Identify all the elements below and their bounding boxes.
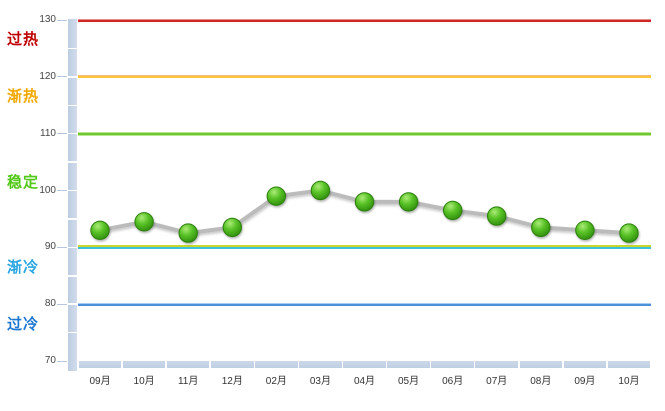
zone-label: 稳定 [7,173,40,191]
threshold-line-90 [78,245,651,250]
x-axis-band-segment [563,361,607,368]
x-tick-label: 03月 [309,376,331,387]
x-axis-band-segment [166,361,210,368]
y-axis-band-separator [68,47,77,50]
x-axis-band-segment [475,361,518,368]
x-axis-band-segment [607,361,651,368]
x-tick-label: 08月 [530,376,552,387]
y-axis-band-separator [68,132,77,135]
y-axis-band-separator [68,275,77,277]
y-tick-label: 80 [44,298,56,310]
x-axis-band-segment [343,361,386,368]
y-tick-mark [57,303,67,305]
threshold-line-120 [78,75,651,79]
y-tick-mark [57,19,67,21]
x-axis-band-segment [299,361,342,368]
x-tick-label: 04月 [353,376,376,387]
threshold-line-80 [78,302,651,306]
y-tick-mark [57,190,67,191]
data-point-marker[interactable] [310,180,331,201]
zone-label: 渐热 [7,88,40,106]
zone-label: 过热 [7,31,40,49]
data-point-marker[interactable] [575,220,595,241]
y-axis-band-separator [68,104,77,106]
y-tick-label: 90 [44,241,56,253]
y-axis-band-separator [68,161,77,163]
y-tick-mark [57,76,67,78]
y-tick-mark [57,360,67,362]
data-point-marker[interactable] [487,206,507,226]
y-axis-band-separator [68,189,77,192]
y-axis-band-separator [68,331,77,334]
data-point-marker[interactable] [178,223,198,243]
y-tick-label: 100 [39,184,56,196]
threshold-line-130 [78,18,651,22]
x-tick-label: 10月 [133,376,155,387]
x-tick-label: 09月 [89,376,111,387]
zone-label: 渐冷 [7,258,40,276]
x-axis-band-segment [122,361,166,368]
data-point-marker[interactable] [398,192,419,212]
data-point-marker[interactable] [443,200,463,221]
x-axis-band-segment [255,361,298,368]
y-tick-label: 130 [39,14,56,25]
data-point-marker[interactable] [354,192,375,212]
y-axis-band-separator [68,303,77,305]
data-point-marker[interactable] [90,220,110,241]
x-axis-band-segment [431,361,474,368]
y-tick-mark [57,133,67,135]
x-axis-band-segment [519,361,563,368]
x-tick-label: 12月 [221,376,243,387]
y-axis-band-separator [68,246,77,249]
x-tick-label: 06月 [442,376,464,387]
x-tick-label: 05月 [398,376,420,387]
x-tick-label: 07月 [486,376,508,387]
x-tick-label: 10月 [618,376,640,387]
y-tick-label: 70 [44,355,56,366]
x-axis-band-segment [387,361,430,368]
y-axis-band-separator [68,218,77,220]
y-tick-label: 120 [39,70,56,82]
x-axis-band-segment [78,361,122,368]
data-point-marker[interactable] [619,223,639,243]
x-tick-label: 02月 [265,376,287,387]
data-point-marker[interactable] [266,186,286,206]
data-point-marker[interactable] [222,217,243,238]
data-point-marker[interactable] [531,217,551,238]
data-point-marker[interactable] [134,212,154,232]
y-tick-label: 110 [40,127,56,139]
zone-label: 过冷 [7,315,40,333]
x-tick-label: 09月 [574,376,596,387]
y-axis-band [68,19,77,371]
threshold-line-110 [78,131,651,136]
x-tick-label: 11月 [177,376,199,387]
x-axis-band-segment [210,361,254,368]
y-tick-mark [57,246,67,248]
y-axis-band-separator [68,76,77,78]
